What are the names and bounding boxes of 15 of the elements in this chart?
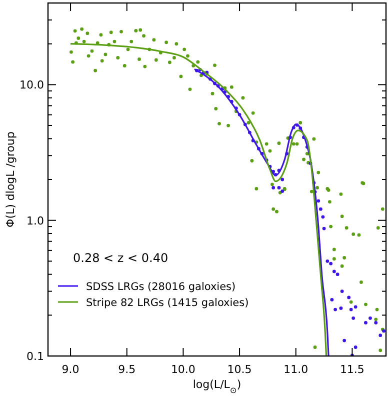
x-tick-label: 11.5 (340, 363, 364, 376)
x-tick-label: 10.5 (227, 363, 252, 376)
x-tick-label: 11.0 (284, 363, 308, 376)
line-series (70, 43, 328, 356)
legend-label: Stripe 82 LRGs (1415 galoxies) (86, 297, 249, 309)
legend-label: SDSS LRGs (28016 galoxies) (86, 281, 236, 293)
y-tick-label: 0.1 (26, 350, 44, 363)
x-tick-label: 9.5 (118, 363, 136, 376)
x-tick-label: 10.0 (170, 363, 196, 376)
annotation: 0.28 < z < 0.40 (73, 251, 168, 265)
y-tick-label: 1.0 (26, 214, 44, 228)
x-axis-title: log(L/L$_{⊙}$) (192, 378, 242, 395)
y-tick-label: 10.0 (20, 78, 44, 92)
y-axis-title: Φ(L) dlogL /group (4, 132, 17, 228)
x-tick-label: 9.0 (62, 363, 80, 376)
